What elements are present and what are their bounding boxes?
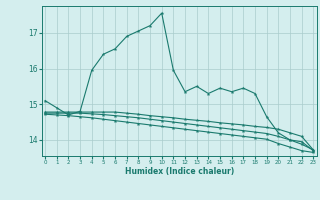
X-axis label: Humidex (Indice chaleur): Humidex (Indice chaleur): [124, 167, 234, 176]
